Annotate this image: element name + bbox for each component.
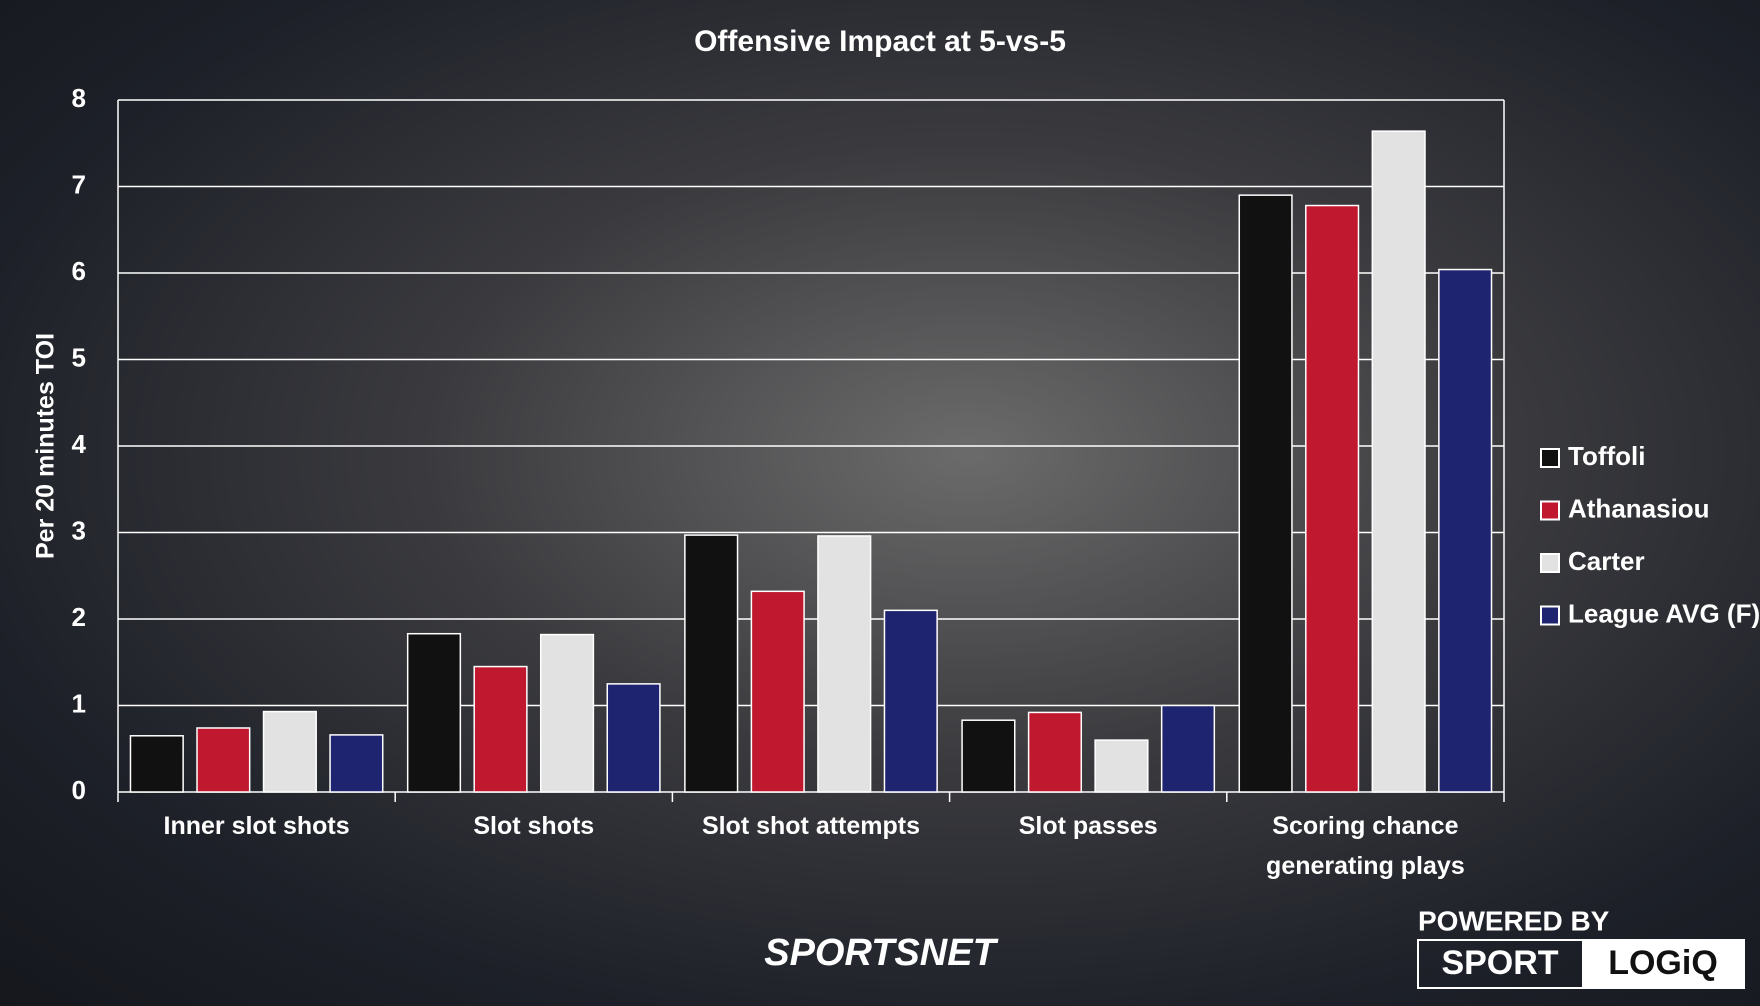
y-tick-label: 4	[72, 429, 87, 459]
bar	[329, 734, 384, 793]
logo-left: SPORT	[1441, 944, 1558, 982]
bar	[406, 632, 462, 793]
y-tick-label: 5	[72, 342, 86, 372]
y-tick-label: 6	[72, 256, 86, 286]
legend-swatch	[1540, 500, 1560, 521]
x-tick-label: Slot passes	[1018, 812, 1158, 840]
legend-swatch	[1540, 553, 1560, 573]
x-tick-label: Slot shots	[473, 812, 595, 840]
y-tick-label: 3	[72, 515, 86, 545]
legend-swatch	[1540, 605, 1560, 626]
legend-label: Athanasiou	[1568, 493, 1710, 523]
y-axis-label: Per 20 minutes TOI	[32, 333, 60, 559]
bar	[262, 710, 317, 793]
bar	[129, 735, 184, 793]
bar	[1094, 739, 1149, 793]
y-tick-label: 2	[72, 602, 86, 632]
legend-swatch	[1540, 448, 1560, 468]
chart-title: Offensive Impact at 5-vs-5	[694, 25, 1066, 58]
bar	[750, 590, 805, 793]
bar	[1027, 711, 1083, 793]
bar	[539, 633, 595, 793]
bar	[883, 609, 938, 793]
broadcaster-logo: SPORTSNET	[764, 932, 998, 974]
bar	[684, 534, 739, 793]
y-tick-label: 8	[72, 83, 86, 113]
legend-label: Toffoli	[1568, 441, 1645, 471]
y-tick-label: 7	[72, 169, 86, 199]
y-tick-label: 0	[72, 775, 86, 805]
logo-right: LOGiQ	[1608, 944, 1718, 982]
bar	[473, 665, 528, 793]
bar	[961, 719, 1016, 793]
bar	[1305, 204, 1360, 793]
bar	[1371, 130, 1426, 793]
legend-label: Carter	[1568, 546, 1645, 576]
x-tick-label: Slot shot attempts	[701, 812, 921, 840]
powered-by: POWERED BY	[1418, 905, 1610, 936]
bar	[817, 535, 872, 793]
x-tick-label: Scoring chance generating plays	[1266, 812, 1465, 880]
bar	[1238, 194, 1293, 793]
y-tick-label: 1	[72, 688, 86, 718]
logo-fill	[1582, 940, 1744, 988]
legend-label: League AVG (F)	[1568, 598, 1760, 628]
bar	[196, 727, 251, 793]
bar	[606, 683, 661, 793]
x-tick-label: Inner slot shots	[163, 812, 350, 840]
bar	[1438, 268, 1493, 793]
bar	[1160, 704, 1216, 793]
